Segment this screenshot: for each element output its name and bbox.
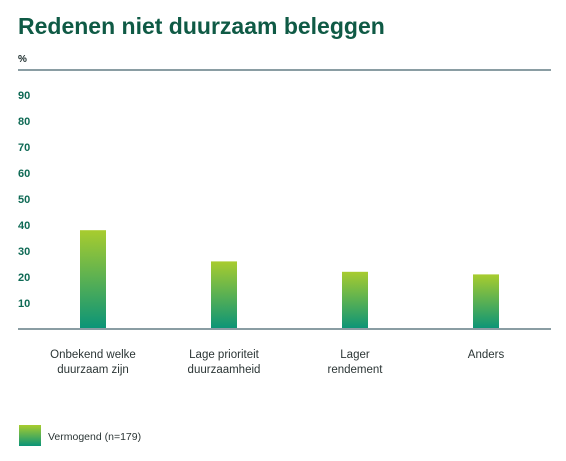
bar	[80, 230, 106, 329]
x-tick-label: Anders	[468, 349, 505, 361]
x-tick-label-line: Onbekend welke	[50, 349, 136, 361]
x-tick-label-line: Anders	[468, 349, 505, 361]
bars	[80, 230, 499, 329]
legend: Vermogend (n=179)	[19, 425, 141, 446]
chart-title: Redenen niet duurzaam beleggen	[18, 13, 385, 39]
bar	[342, 271, 368, 329]
y-unit-label: %	[18, 54, 27, 65]
y-tick-label: 10	[18, 298, 30, 310]
bar	[473, 274, 499, 329]
bar	[211, 261, 237, 329]
y-tick-labels: 10 20 30 40 50 60 70 80 90	[18, 90, 30, 310]
y-tick-label: 30	[18, 246, 30, 258]
x-tick-label-line: Lage prioriteit	[189, 349, 259, 361]
x-tick-label-line: rendement	[328, 364, 384, 376]
x-tick-label-line: Lager	[340, 349, 370, 361]
x-tick-label-line: duurzaam zijn	[57, 364, 129, 376]
y-tick-label: 70	[18, 142, 30, 154]
x-tick-labels: Onbekend welke duurzaam zijn Lage priorite…	[50, 349, 504, 376]
y-tick-label: 60	[18, 168, 30, 180]
y-tick-label: 20	[18, 272, 30, 284]
x-tick-label: Onbekend welke duurzaam zijn	[50, 349, 136, 376]
x-tick-label: Lager rendement	[328, 349, 384, 376]
y-tick-label: 90	[18, 90, 30, 102]
x-tick-label-line: duurzaamheid	[188, 364, 261, 376]
y-tick-label: 50	[18, 194, 30, 206]
x-tick-label: Lage prioriteit duurzaamheid	[188, 349, 261, 376]
legend-swatch	[19, 425, 41, 446]
y-tick-label: 40	[18, 220, 30, 232]
y-tick-label: 80	[18, 116, 30, 128]
legend-label: Vermogend (n=179)	[48, 431, 141, 443]
